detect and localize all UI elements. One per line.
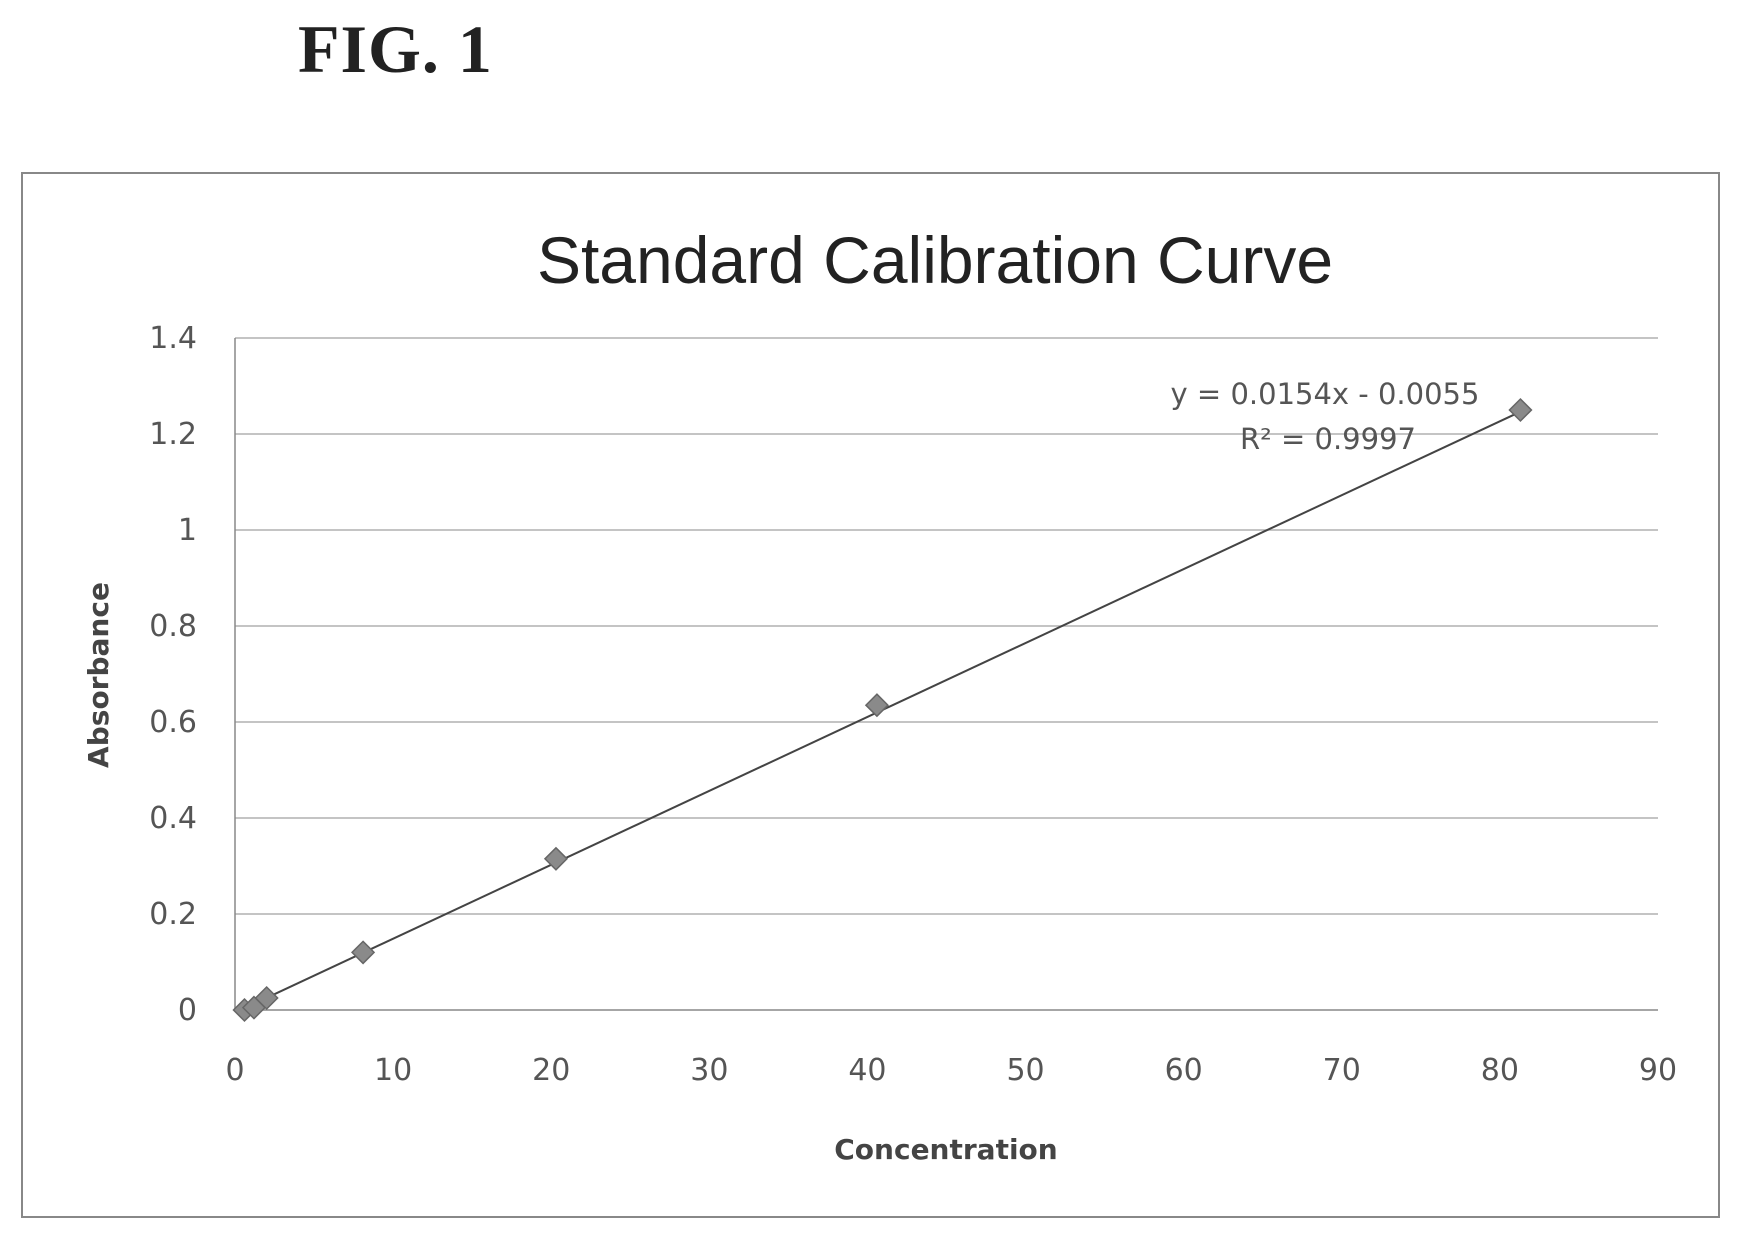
trendline-equation: y = 0.0154x - 0.0055	[1171, 377, 1480, 411]
grid-lines	[235, 337, 1658, 915]
data-point-2	[254, 985, 279, 1011]
y-tick-label-6: 1.2	[149, 417, 197, 452]
x-tick-label-6: 60	[1165, 1053, 1203, 1088]
y-tick-label-7: 1.4	[149, 321, 197, 356]
y-axis-title: Absorbance	[82, 582, 115, 768]
x-tick-label-5: 50	[1006, 1053, 1044, 1088]
x-tick-label-8: 80	[1481, 1053, 1519, 1088]
data-point-4	[543, 846, 569, 871]
y-tick-label-4: 0.8	[149, 609, 197, 644]
y-tick-labels: 0 0.2 0.4 0.6 0.8 1 1.2 1.4	[149, 321, 197, 1028]
data-point-5	[864, 693, 889, 718]
x-tick-label-2: 20	[532, 1053, 570, 1088]
data-point-3	[351, 940, 376, 965]
x-tick-labels: 0 10 20 30 40 50 60 70 80 90	[225, 1053, 1677, 1088]
y-tick-label-5: 1	[178, 513, 197, 548]
y-tick-label-3: 0.6	[149, 705, 197, 740]
chart-frame	[21, 172, 1720, 1218]
x-axis-title: Concentration	[834, 1133, 1057, 1166]
r-squared-label: R² = 0.9997	[1240, 422, 1416, 456]
x-tick-label-0: 0	[225, 1053, 244, 1088]
x-tick-label-9: 90	[1639, 1053, 1677, 1088]
axes	[234, 338, 1658, 1011]
x-tick-label-7: 70	[1323, 1053, 1361, 1088]
x-tick-label-3: 30	[690, 1053, 728, 1088]
y-tick-label-0: 0	[178, 993, 197, 1028]
y-tick-label-2: 0.4	[149, 801, 197, 836]
figure-label: FIG. 1	[298, 11, 493, 87]
data-point-6	[1508, 397, 1533, 423]
x-tick-label-1: 10	[374, 1053, 412, 1088]
chart-title: Standard Calibration Curve	[537, 223, 1333, 297]
y-tick-label-1: 0.2	[149, 897, 197, 932]
x-tick-label-4: 40	[848, 1053, 886, 1088]
data-points	[232, 397, 1533, 1023]
